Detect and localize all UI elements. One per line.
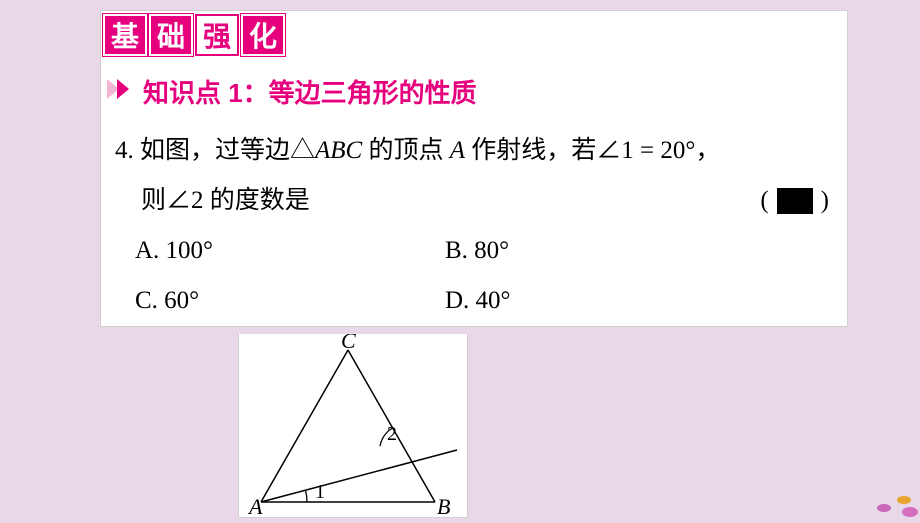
q-text-c: 的顶点: [362, 137, 450, 164]
question-number: 4.: [115, 137, 134, 164]
header-tile-1: 基: [103, 14, 147, 56]
header-tile-2: 础: [149, 14, 193, 56]
q-text-b: ABC: [315, 137, 362, 164]
question-area: 4. 如图，过等边△ABC 的顶点 A 作射线，若∠1 = 20°， 则∠2 的…: [101, 116, 847, 326]
angle1-arc: [306, 490, 308, 502]
question-line-1: 4. 如图，过等边△ABC 的顶点 A 作射线，若∠1 = 20°，: [115, 126, 829, 176]
ray: [261, 450, 457, 502]
header-tile-3: 强: [195, 14, 239, 56]
label-1: 1: [315, 481, 325, 503]
option-d: D. 40°: [445, 276, 755, 326]
q-text-d: A: [450, 137, 465, 164]
knowledge-label: 知识点 1：等边三角形的性质: [143, 73, 477, 110]
q-line2-text: 则∠2 的度数是: [115, 176, 310, 226]
header-tile-4: 化: [241, 14, 285, 56]
q-text-a: 如图，过等边△: [140, 137, 315, 164]
options: A. 100° B. 80° C. 60° D. 40°: [115, 226, 829, 326]
paren-open: (: [760, 176, 768, 226]
content-card: 基 础 强 化 知识点 1：等边三角形的性质 4. 如图，过等边△ABC 的顶点…: [100, 10, 848, 327]
corner-decoration-icon: [870, 478, 920, 518]
edge-ac: [261, 350, 348, 502]
label-b: B: [437, 494, 450, 518]
header-band: 基 础 强 化: [101, 11, 847, 59]
label-c: C: [341, 334, 356, 353]
triangle-diagram: A B C 1 2: [238, 334, 468, 518]
option-b: B. 80°: [445, 226, 755, 276]
answer-redacted: [777, 188, 813, 214]
answer-slot: ( ): [760, 176, 829, 226]
knowledge-row: 知识点 1：等边三角形的性质: [101, 59, 847, 116]
chevron-icon: [107, 77, 139, 106]
option-a: A. 100°: [135, 226, 445, 276]
label-2: 2: [387, 423, 397, 445]
question-line-2: 则∠2 的度数是 ( ): [115, 176, 829, 226]
q-text-e: 作射线，若∠1 = 20°，: [465, 137, 720, 164]
label-a: A: [247, 494, 263, 518]
option-c: C. 60°: [135, 276, 445, 326]
paren-close: ): [821, 176, 829, 226]
